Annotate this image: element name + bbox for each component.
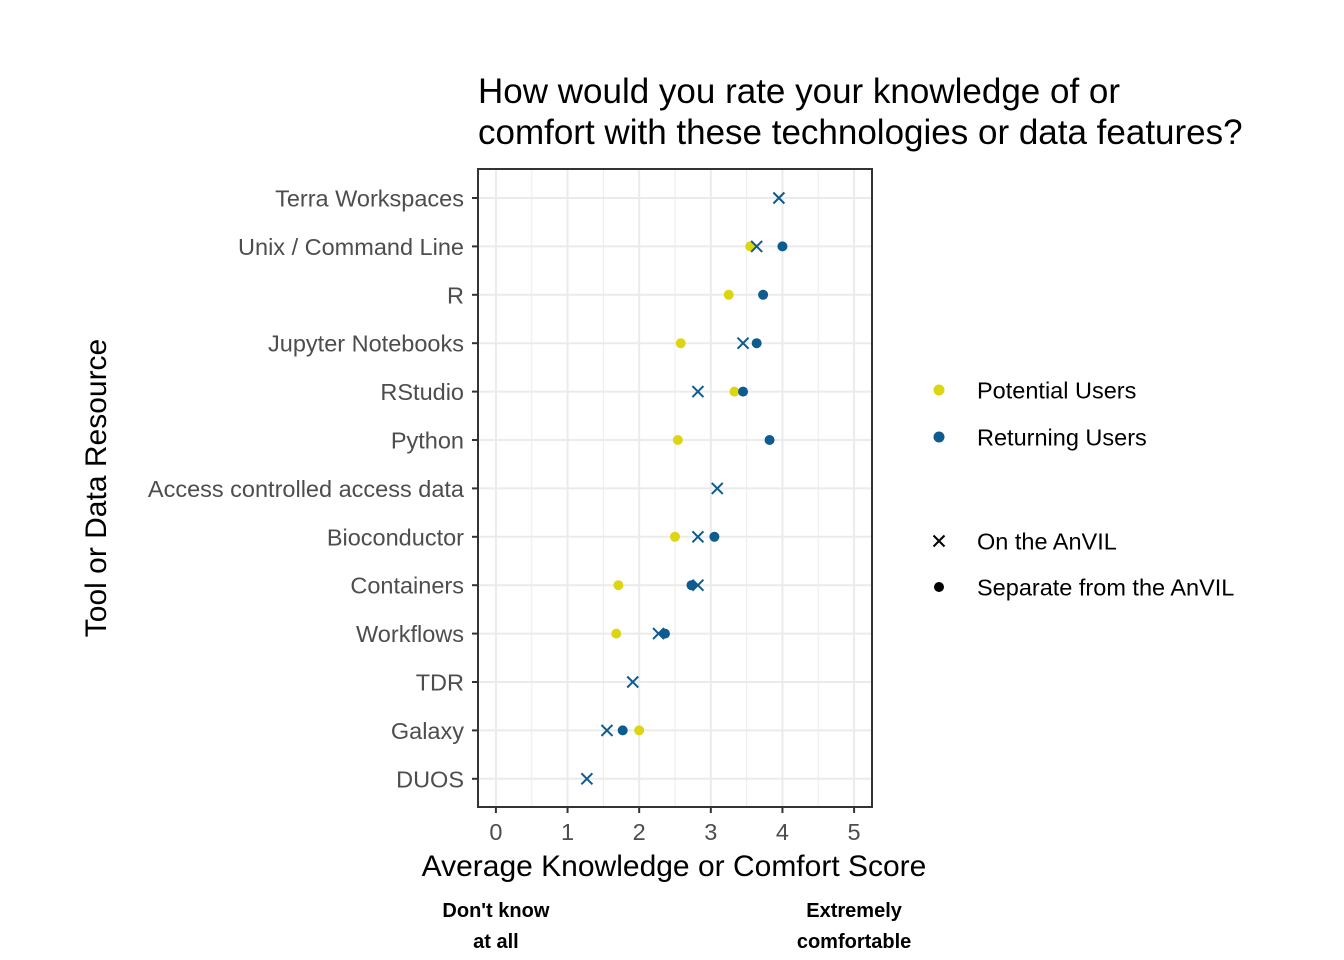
- scale-anchor-label-0-line-1: at all: [473, 931, 519, 953]
- y-tick-label-containers: Containers: [350, 573, 464, 599]
- point-returning-users-x-rstudio: [691, 385, 705, 398]
- x-tick-label-5: 5: [848, 819, 861, 845]
- point-potential-users-circle-containers: [613, 580, 624, 591]
- gridlines: [478, 169, 872, 807]
- scale-anchor-label-1-line-0: Extremely: [806, 900, 902, 922]
- point-potential-users-circle-jupyter-notebooks: [675, 338, 686, 349]
- y-tick-label-bioconductor: Bioconductor: [327, 524, 464, 550]
- point-returning-users-x-access-controlled-access-data: [711, 482, 724, 495]
- x-tick-label-3: 3: [704, 819, 717, 845]
- point-returning-users-circle-galaxy: [617, 725, 628, 736]
- point-potential-users-circle-unix-command-line: [745, 241, 756, 252]
- point-returning-users-circle-bioconductor: [709, 531, 720, 542]
- legend-label-separate-from-the-anvil: Separate from the AnVIL: [977, 575, 1234, 601]
- point-returning-users-x-terra-workspaces: [772, 191, 786, 205]
- y-axis: Terra Workspaces Unix / Command Line R Jupy…: [148, 186, 478, 792]
- point-returning-users-x-jupyter-notebooks: [736, 336, 750, 350]
- scale-anchor-label-1-line-1: comfortable: [797, 931, 911, 953]
- legend-key-returning-users: [933, 431, 945, 443]
- point-potential-users-circle-r: [723, 289, 734, 300]
- y-tick-label-unix-command-line: Unix / Command Line: [238, 234, 464, 260]
- point-returning-users-x-duos: [580, 772, 594, 786]
- legend-key-separate-from-the-anvil: [934, 582, 944, 592]
- point-returning-users-x-containers: [691, 578, 705, 592]
- point-returning-users-circle-rstudio: [738, 386, 749, 397]
- x-tick-label-1: 1: [561, 819, 574, 845]
- chart-title-line-1: How would you rate your knowledge of or: [478, 72, 1120, 111]
- y-tick-label-r: R: [447, 282, 464, 308]
- y-tick-label-galaxy: Galaxy: [391, 718, 464, 744]
- y-tick-label-access-controlled-access-data: Access controlled access data: [148, 476, 465, 502]
- point-potential-users-circle-python: [672, 435, 683, 445]
- y-tick-label-python: Python: [391, 428, 464, 454]
- point-returning-users-x-unix-command-line: [750, 240, 763, 253]
- point-potential-users-circle-bioconductor: [670, 531, 680, 542]
- y-tick-label-terra-workspaces: Terra Workspaces: [275, 186, 464, 212]
- legend-label-returning-users: Returning Users: [977, 425, 1147, 451]
- legend-key-on-the-anvil: [932, 534, 946, 548]
- chart-title-line-2: comfort with these technologies or data …: [478, 113, 1243, 152]
- point-returning-users-circle-unix-command-line: [777, 241, 788, 252]
- point-potential-users-circle-galaxy: [634, 725, 645, 736]
- y-axis-title: Tool or Data Resource: [80, 339, 113, 637]
- point-returning-users-x-bioconductor: [691, 530, 705, 544]
- legend-label-potential-users: Potential Users: [977, 378, 1136, 404]
- chart-title: How would you rate your knowledge of or …: [478, 72, 1243, 152]
- y-tick-label-workflows: Workflows: [356, 621, 464, 647]
- point-returning-users-circle-workflows: [659, 628, 670, 639]
- point-returning-users-circle-r: [758, 289, 769, 300]
- scale-anchor-label-0-line-0: Don't know: [442, 900, 549, 922]
- scale-anchor-labels: Don't know at all Extremely comfortable: [442, 900, 911, 953]
- legend-label-on-the-anvil: On the AnVIL: [977, 529, 1117, 555]
- point-potential-users-circle-rstudio: [729, 386, 740, 397]
- point-returning-users-circle-jupyter-notebooks: [751, 338, 762, 349]
- point-returning-users-circle-python: [764, 435, 775, 445]
- point-returning-users-x-galaxy: [600, 724, 614, 737]
- x-axis: 0 1 2 3 4 5: [489, 807, 861, 845]
- x-tick-label-4: 4: [776, 819, 789, 845]
- point-returning-users-circle-containers: [686, 580, 697, 591]
- point-returning-users-x-workflows: [652, 627, 665, 640]
- y-tick-label-tdr: TDR: [416, 670, 464, 696]
- legend: Potential Users Returning Users On the AnV…: [932, 378, 1234, 601]
- y-tick-label-rstudio: RStudio: [380, 379, 464, 405]
- legend-key-potential-users: [933, 384, 945, 396]
- x-tick-label-2: 2: [633, 819, 646, 845]
- x-axis-title: Average Knowledge or Comfort Score: [422, 850, 927, 883]
- y-tick-label-jupyter-notebooks: Jupyter Notebooks: [268, 331, 464, 357]
- x-tick-label-0: 0: [489, 819, 502, 845]
- y-tick-label-duos: DUOS: [396, 766, 464, 792]
- data-marks: [580, 191, 788, 786]
- point-returning-users-x-tdr: [626, 675, 639, 689]
- point-potential-users-circle-workflows: [611, 628, 622, 639]
